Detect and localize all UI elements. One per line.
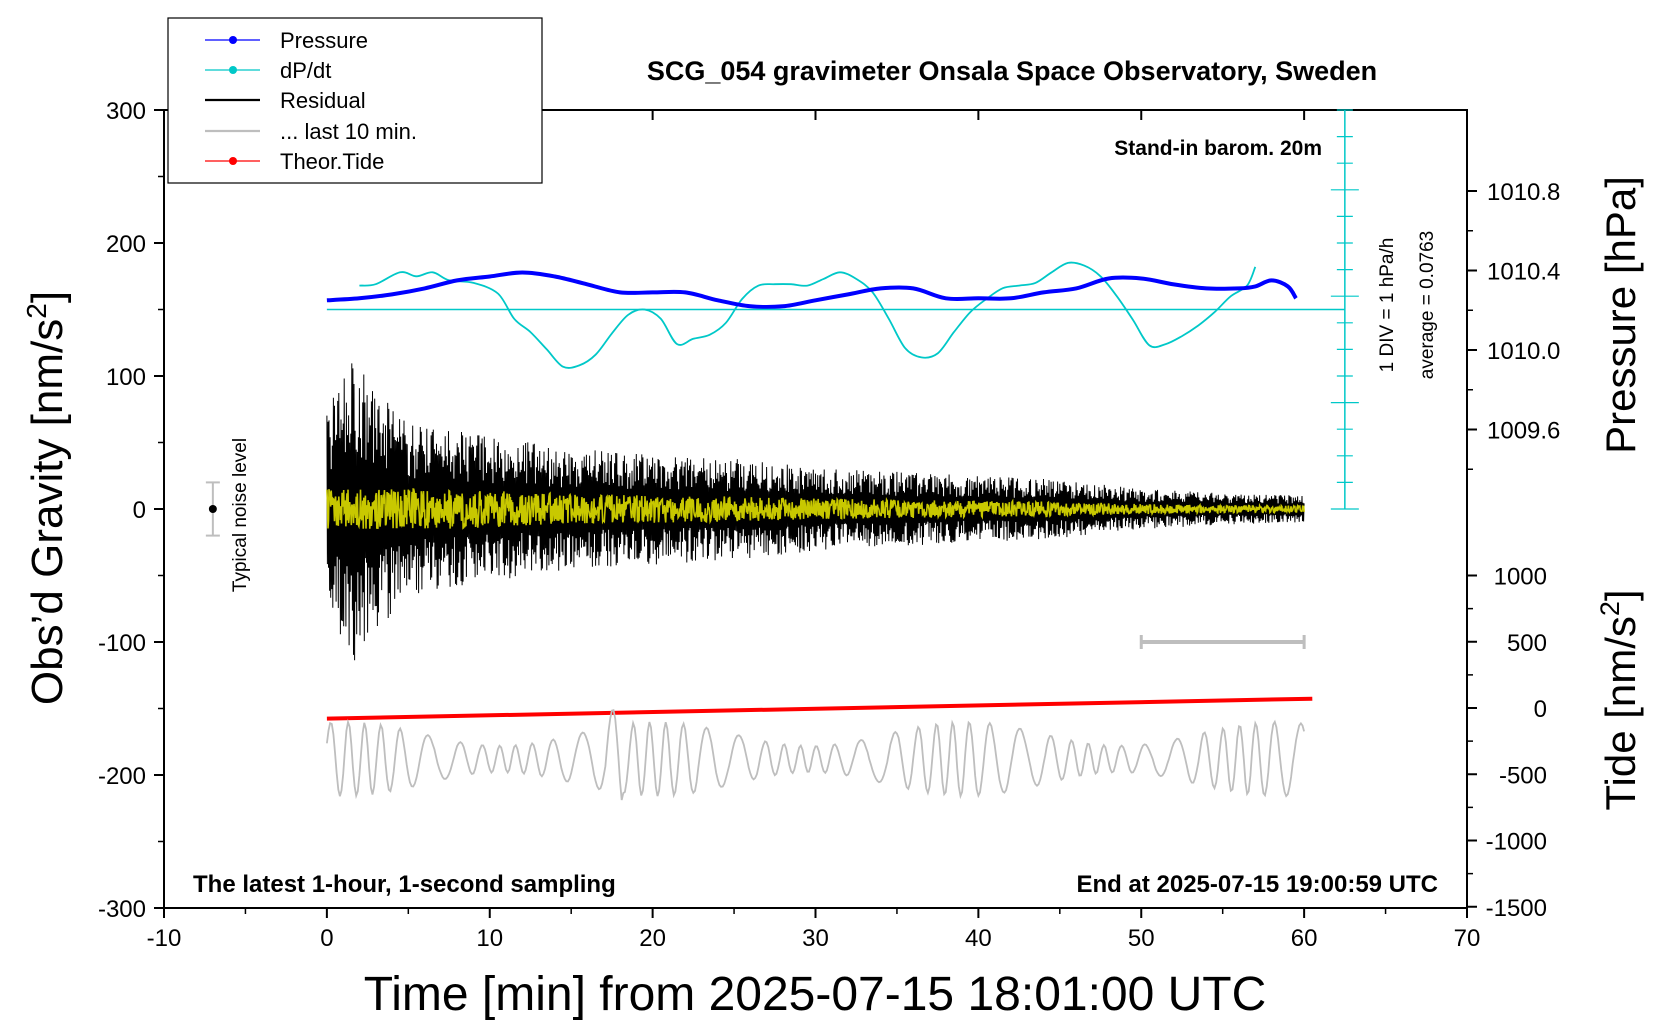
x-tick-label: 40 xyxy=(965,925,992,952)
y-tick-label: 100 xyxy=(106,364,146,391)
legend-label-tide: Theor.Tide xyxy=(280,149,384,174)
legend-label-residual: Residual xyxy=(280,88,366,113)
x-tick-label: 60 xyxy=(1291,925,1318,952)
y-axis-label-text: Obs’d Gravity [nm/s xyxy=(23,319,72,705)
residual-line xyxy=(326,363,1305,661)
chart-annotations-marks xyxy=(205,109,1359,649)
legend-label-last10: ... last 10 min. xyxy=(280,119,417,144)
legend-marker-pressure xyxy=(229,36,237,44)
y-axis-label-sup: 2 xyxy=(21,303,52,319)
tide-line xyxy=(326,696,1313,721)
tide-tick-label: -1500 xyxy=(1486,895,1547,922)
tide-tick-label: 500 xyxy=(1507,630,1547,657)
dpdt-line xyxy=(359,261,1257,369)
pressure-tick-label: 1009.6 xyxy=(1487,418,1560,445)
y-tick-label: -200 xyxy=(98,763,146,790)
noise-point xyxy=(208,505,217,513)
chart-title: SCG_054 gravimeter Onsala Space Observat… xyxy=(647,56,1377,86)
tide-axis-label: Tide [nm/s2] xyxy=(1595,589,1644,810)
legend-item-last10: ... last 10 min. xyxy=(205,119,417,144)
tide-tick-label: 0 xyxy=(1534,696,1547,723)
noise-note: Typical noise level xyxy=(230,438,251,592)
x-tick-label: 20 xyxy=(639,925,666,952)
legend-item-dpdt: dP/dt xyxy=(205,58,331,83)
axis-ticks: -10 0 10 20 30 40 50 60 703002001000-100-200-300… xyxy=(98,98,1560,952)
y-axis-label: Obs’d Gravity [nm/s2] xyxy=(21,291,72,705)
y-tick-label: 300 xyxy=(106,98,146,125)
filtered-residual-series xyxy=(326,488,1305,530)
dpdt-series xyxy=(359,261,1257,369)
tide-series xyxy=(326,696,1313,721)
x-tick-label: 10 xyxy=(476,925,503,952)
legend-label-pressure: Pressure xyxy=(280,28,368,53)
end-at-note: End at 2025-07-15 19:00:59 UTC xyxy=(1077,871,1439,898)
tide-axis-label-text: Tide [nm/s xyxy=(1597,616,1644,811)
last10-line xyxy=(326,708,1305,801)
y-tick-label: -100 xyxy=(98,630,146,657)
x-tick-label: 70 xyxy=(1454,925,1481,952)
legend-label-dpdt: dP/dt xyxy=(280,58,331,83)
tide-tick-label: 1000 xyxy=(1494,564,1547,591)
legend: Pressure dP/dt Residual ... last 10 min.… xyxy=(167,17,543,184)
stand-in-note: Stand-in barom. 20m xyxy=(1114,137,1322,160)
residual-series xyxy=(326,363,1305,661)
x-tick-label: -10 xyxy=(147,925,182,952)
y-tick-label: 0 xyxy=(133,497,146,524)
pressure-tick-label: 1010.8 xyxy=(1487,179,1560,206)
legend-marker-dpdt xyxy=(229,66,237,74)
last10-series xyxy=(326,708,1305,801)
pressure-axis-label: Pressure [hPa] xyxy=(1597,176,1644,454)
tide-tick-label: -1000 xyxy=(1486,829,1547,856)
y-tick-label: -300 xyxy=(98,896,146,923)
x-tick-label: 0 xyxy=(320,925,333,952)
legend-item-pressure: Pressure xyxy=(205,28,368,53)
y-axis-label-close: ] xyxy=(23,291,72,303)
pressure-tick-label: 1010.4 xyxy=(1487,259,1560,286)
legend-item-tide: Theor.Tide xyxy=(205,149,384,174)
tide-axis-label-close: ] xyxy=(1597,589,1644,601)
pressure-tick-label: 1010.0 xyxy=(1487,338,1560,365)
pressure-series xyxy=(326,270,1298,310)
average-note: average = 0.0763 xyxy=(1417,231,1438,379)
x-tick-label: 50 xyxy=(1128,925,1155,952)
y-tick-label: 200 xyxy=(106,231,146,258)
x-axis-label: Time [min] from 2025-07-15 18:01:00 UTC xyxy=(364,968,1267,1020)
legend-marker-tide xyxy=(229,157,237,165)
residual-filtered-line xyxy=(326,488,1305,530)
x-tick-label: 30 xyxy=(802,925,829,952)
pressure-line xyxy=(326,270,1298,310)
latest-note: The latest 1-hour, 1-second sampling xyxy=(193,871,616,898)
tide-axis-label-sup: 2 xyxy=(1595,601,1625,616)
legend-item-residual: Residual xyxy=(205,88,366,113)
tide-tick-label: -500 xyxy=(1499,762,1547,789)
div-note: 1 DIV = 1 hPa/h xyxy=(1377,238,1398,373)
